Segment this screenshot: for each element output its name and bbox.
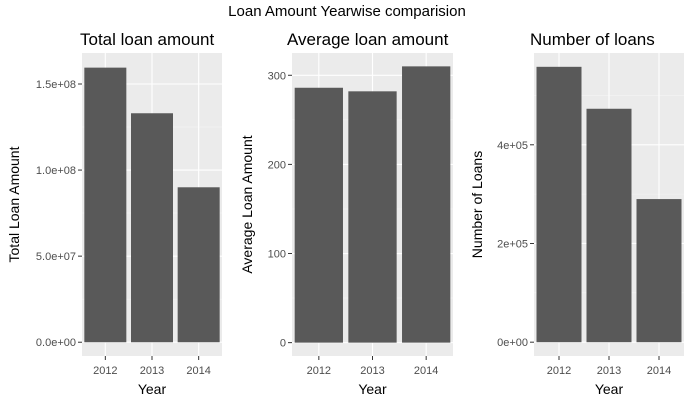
x-tick-label: 2013 (597, 365, 621, 377)
x-tick-label: 2013 (360, 365, 384, 377)
y-tick-label: 5.0e+07 (36, 251, 76, 263)
x-axis-title: Year (138, 381, 167, 397)
y-tick-label: 1.0e+08 (36, 165, 76, 177)
figure-title: Loan Amount Yearwise comparision (228, 3, 466, 20)
bar-2014 (402, 66, 451, 343)
bar-2014 (636, 199, 682, 343)
panel-2: 0 100 200 300 2012 2013 2014 Year Average Loan A… (239, 30, 453, 397)
x-axis-title: Year (595, 381, 624, 397)
panel-title: Average loan amount (287, 30, 449, 49)
x-tick-label: 2012 (93, 365, 117, 377)
panel-title: Total loan amount (80, 30, 214, 49)
bar-2012 (294, 87, 343, 343)
panel-title: Number of loans (530, 30, 655, 49)
x-tick-label: 2014 (186, 365, 210, 377)
y-axis-title: Average Loan Amount (239, 135, 255, 273)
bar-2012 (84, 67, 127, 343)
bar-2013 (131, 113, 173, 343)
panel-1: 0.0e+00 5.0e+07 1.0e+08 1.5e+08 2012 2013 2014… (6, 30, 222, 397)
y-tick-label: 0e+00 (497, 337, 528, 349)
x-tick-label: 2012 (547, 365, 571, 377)
y-tick-label: 200 (268, 159, 286, 171)
bar-2014 (177, 187, 220, 343)
x-tick-label: 2014 (414, 365, 438, 377)
x-axis-title: Year (358, 381, 387, 397)
y-tick-label: 2e+05 (497, 238, 528, 250)
y-tick-label: 100 (268, 249, 286, 261)
bar-2012 (536, 66, 582, 343)
bar-2013 (586, 108, 632, 343)
bar-2013 (348, 91, 397, 343)
y-tick-label: 300 (268, 70, 286, 82)
y-axis-title: Total Loan Amount (6, 146, 22, 262)
y-tick-label: 1.5e+08 (36, 79, 76, 91)
x-tick-label: 2013 (140, 365, 164, 377)
y-tick-label: 4e+05 (497, 140, 528, 152)
panel-3: 0e+00 2e+05 4e+05 2012 2013 2014 Year Number of… (469, 30, 684, 397)
y-axis-title: Number of Loans (469, 151, 485, 258)
y-tick-label: 0 (280, 338, 286, 350)
x-tick-label: 2012 (307, 365, 331, 377)
x-tick-label: 2014 (647, 365, 671, 377)
y-tick-label: 0.0e+00 (36, 337, 76, 349)
